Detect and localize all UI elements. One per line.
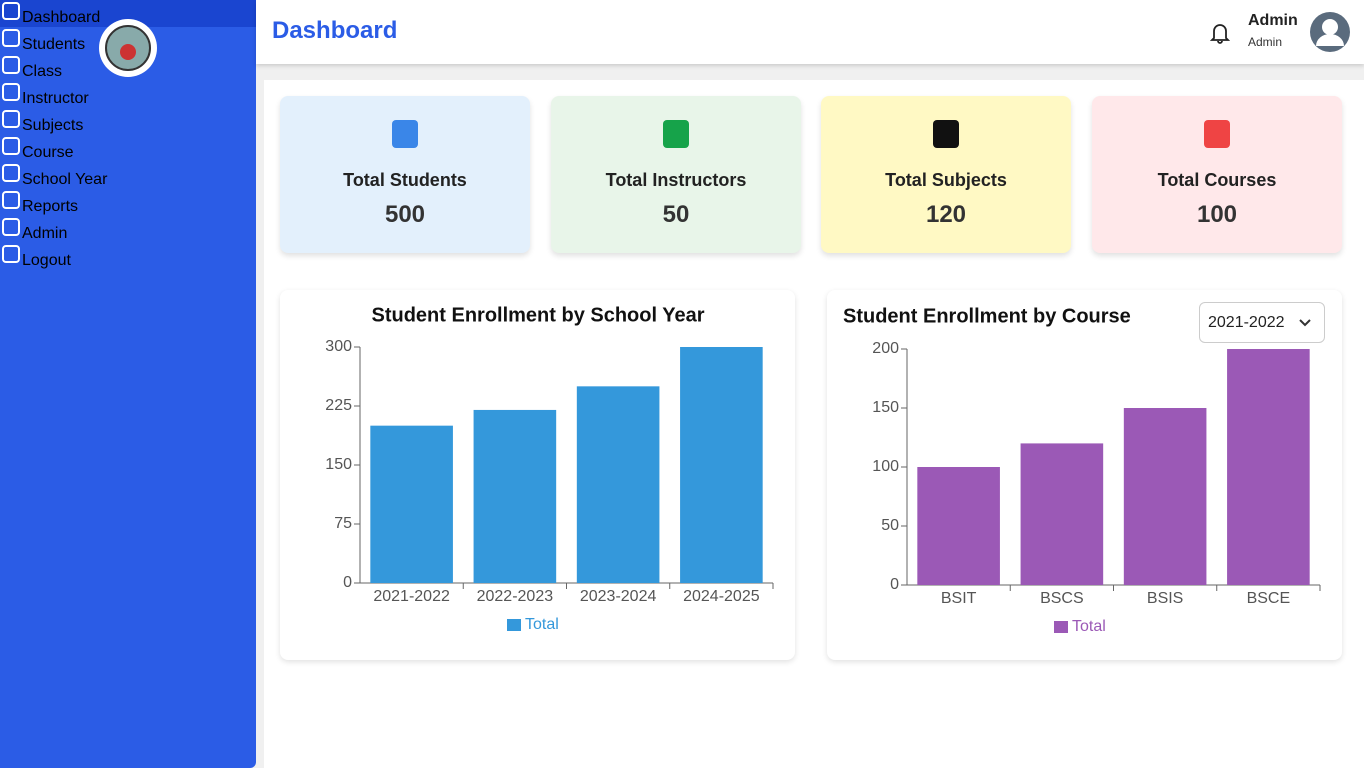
- y-tick-label: 150: [872, 399, 899, 416]
- bar: [576, 386, 660, 583]
- card-title: Total Students: [343, 170, 467, 190]
- y-tick-label: 300: [325, 338, 352, 355]
- nav-label: Students: [22, 36, 86, 53]
- legend-label: Total: [525, 616, 559, 633]
- stat-card: Total Instructors 50: [551, 96, 801, 253]
- nav-icon: [2, 83, 20, 101]
- nav-label: School Year: [22, 171, 108, 188]
- nav-label: Reports: [22, 198, 79, 215]
- bar: [917, 467, 1000, 585]
- nav-label: Admin: [22, 225, 68, 242]
- nav-label: Subjects: [22, 117, 84, 134]
- logout-button[interactable]: Logout: [0, 243, 256, 270]
- nav-icon: [2, 245, 20, 263]
- avatar[interactable]: [1310, 12, 1350, 52]
- user-role: Admin: [1248, 35, 1283, 49]
- card-value: 50: [662, 201, 690, 228]
- nav-label: Instructor: [22, 90, 89, 107]
- chart: Student Enrollment by School Year 0 75 150 2…: [325, 304, 774, 633]
- notification-bell[interactable]: [1210, 22, 1230, 44]
- card-value: 500: [384, 201, 426, 228]
- y-tick-label: 50: [881, 517, 899, 534]
- nav-item[interactable]: Reports: [0, 189, 256, 216]
- legend-swatch: [507, 619, 521, 631]
- x-tick-label: 2023-2024: [580, 588, 657, 605]
- bar: [1227, 349, 1310, 585]
- dropdown-chevron: [1299, 319, 1311, 327]
- dropdown-value: 2021-2022: [1208, 314, 1285, 331]
- nav-item[interactable]: Subjects: [0, 108, 256, 135]
- card-icon: [1204, 120, 1230, 148]
- card-icon: [663, 120, 689, 148]
- chart-card: Student Enrollment by Course 0 50 100 150 200…: [827, 290, 1342, 660]
- x-tick-label: BSIT: [941, 590, 977, 607]
- x-tick-label: BSCE: [1247, 590, 1291, 607]
- card-icon: [392, 120, 418, 148]
- chart: Student Enrollment by Course 0 50 100 150 200…: [843, 305, 1321, 635]
- x-tick-label: 2022-2023: [477, 588, 554, 605]
- nav-label: Course: [22, 144, 74, 161]
- stat-card: Total Students 500: [280, 96, 530, 253]
- y-tick-label: 100: [872, 458, 899, 475]
- nav-icon: [2, 29, 20, 47]
- nav-icon: [2, 110, 20, 128]
- bar: [680, 347, 763, 583]
- bar: [1123, 408, 1207, 585]
- chart-title: Student Enrollment by School Year: [371, 304, 704, 326]
- year-dropdown[interactable]: 2021-2022: [1199, 302, 1325, 343]
- bar: [473, 409, 557, 583]
- y-tick-label: 75: [334, 515, 352, 532]
- chart-card: Student Enrollment by School Year 0 75 150 2…: [280, 290, 795, 660]
- x-tick-label: 2024-2025: [683, 588, 760, 605]
- bar: [370, 425, 453, 583]
- nav-label: Dashboard: [22, 9, 101, 26]
- nav-icon: [2, 56, 20, 74]
- y-tick-label: 225: [325, 397, 352, 414]
- nav-item[interactable]: School Year: [0, 162, 256, 189]
- y-tick-label: 200: [872, 340, 899, 357]
- nav-icon: [2, 2, 20, 20]
- nav-icon: [2, 137, 20, 155]
- card-title: Total Subjects: [885, 170, 1007, 190]
- stat-card: Total Subjects 120: [821, 96, 1071, 253]
- card-title: Total Instructors: [605, 170, 747, 190]
- nav-item[interactable]: Instructor: [0, 81, 256, 108]
- logo: [99, 19, 157, 77]
- legend-swatch: [1054, 621, 1068, 633]
- bar: [1020, 443, 1104, 585]
- legend-label: Total: [1072, 618, 1106, 635]
- card-value: 100: [1196, 201, 1238, 228]
- y-tick-label: 0: [343, 574, 352, 591]
- page-title: Dashboard: [272, 17, 398, 44]
- top-bar: Dashboard Admin Admin: [256, 0, 1364, 64]
- chart-title: Student Enrollment by Course: [843, 305, 1131, 327]
- nav-item[interactable]: Admin: [0, 216, 256, 243]
- nav-item[interactable]: Class: [0, 54, 256, 81]
- nav-icon: [2, 218, 20, 236]
- user-name: Admin: [1248, 12, 1298, 29]
- sidebar: Dashboard Students Class Instructor Subjects…: [0, 0, 256, 768]
- x-tick-label: BSIS: [1147, 590, 1183, 607]
- nav-item[interactable]: Course: [0, 135, 256, 162]
- card-value: 120: [925, 201, 967, 228]
- x-tick-label: 2021-2022: [373, 588, 450, 605]
- nav-label: Class: [22, 63, 63, 80]
- y-tick-label: 150: [325, 456, 352, 473]
- x-tick-label: BSCS: [1040, 590, 1084, 607]
- nav-item[interactable]: Students: [0, 27, 256, 54]
- stat-card: Total Courses 100: [1092, 96, 1342, 253]
- nav-label: Logout: [22, 252, 71, 269]
- nav-icon: [2, 191, 20, 209]
- card-icon: [933, 120, 959, 148]
- nav-icon: [2, 164, 20, 182]
- card-title: Total Courses: [1157, 170, 1277, 190]
- y-tick-label: 0: [890, 576, 899, 593]
